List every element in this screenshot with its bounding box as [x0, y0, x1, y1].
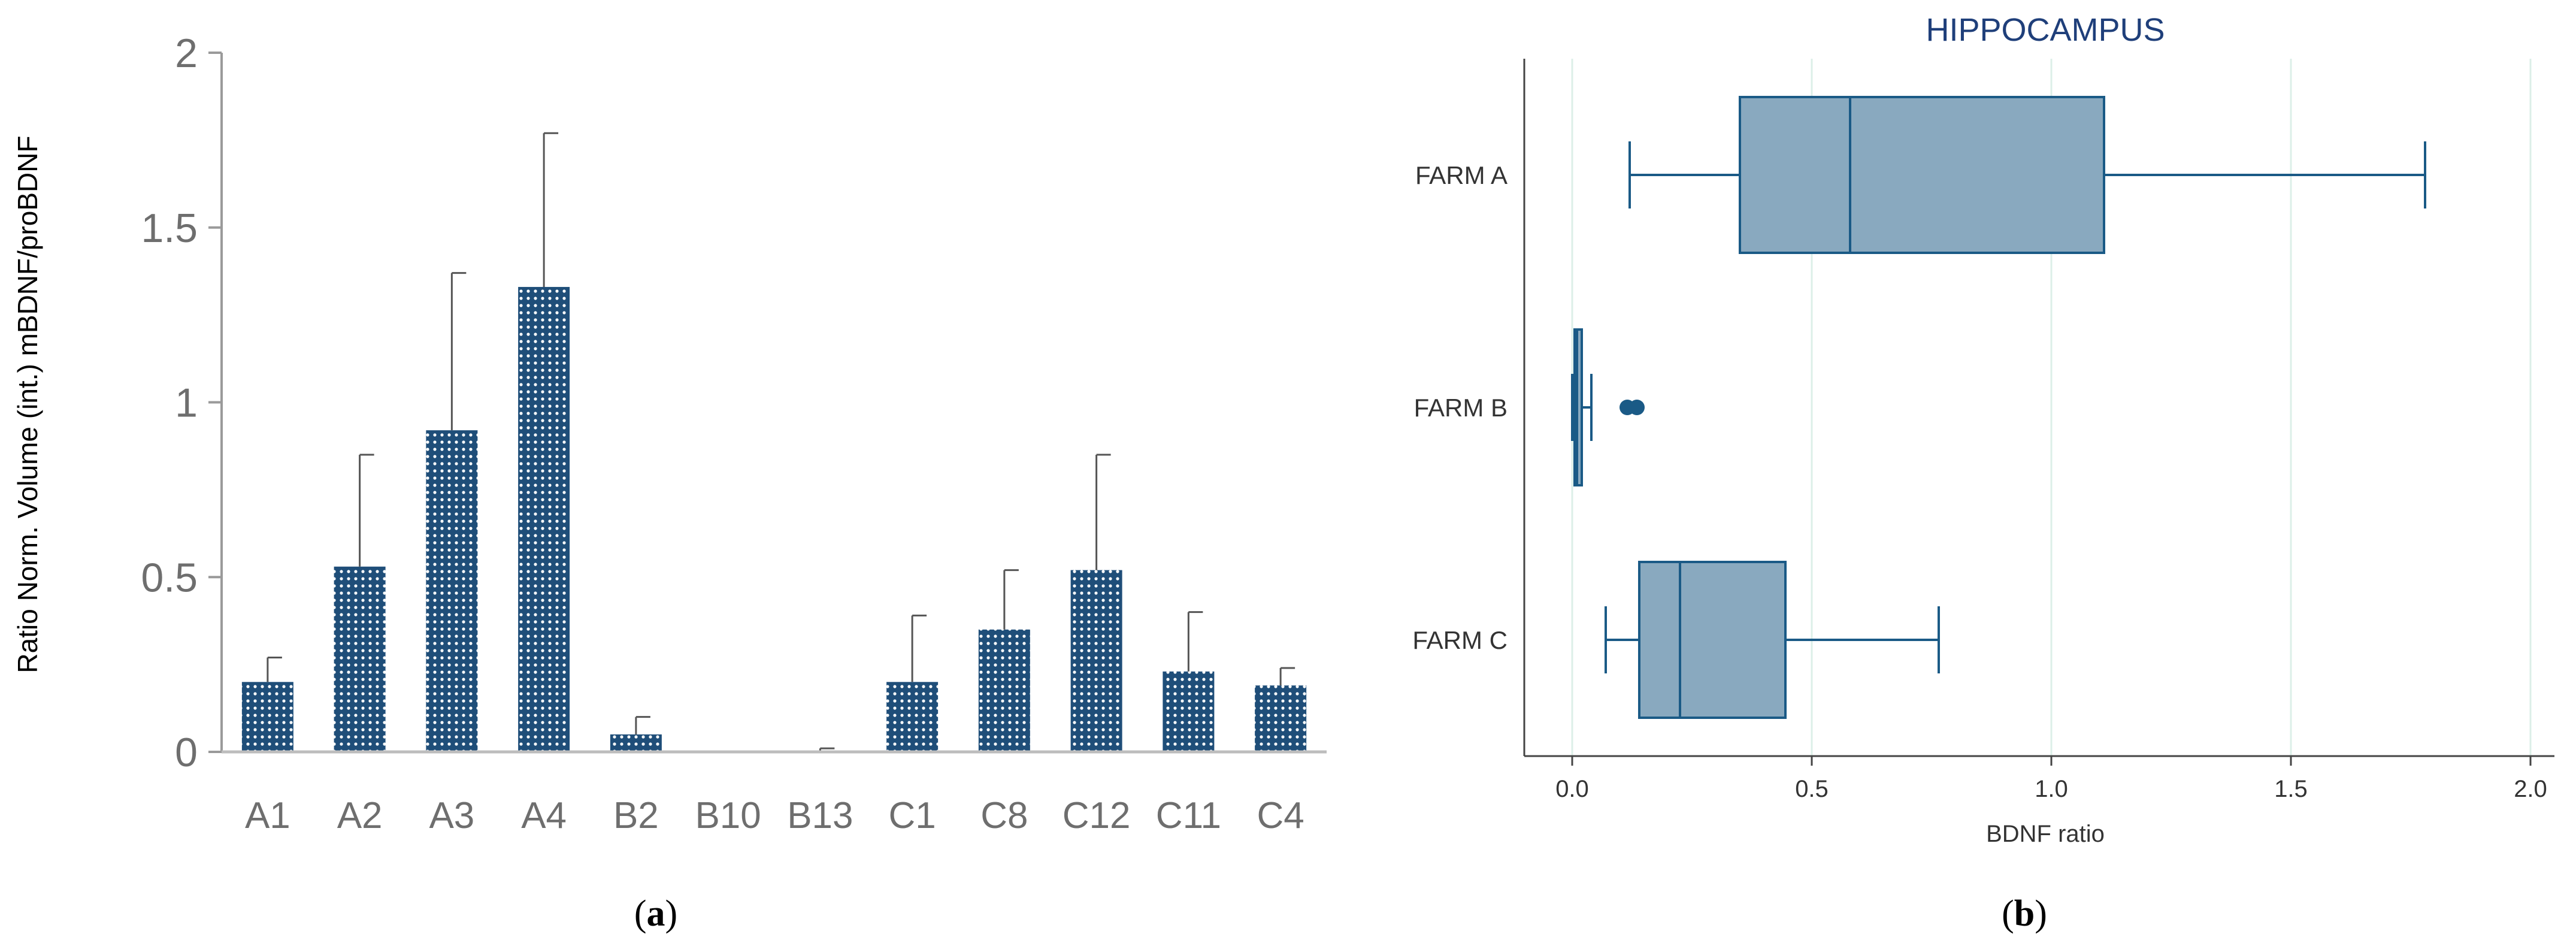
- a-y-tick-label: 2: [175, 31, 198, 76]
- b-x-tick-label: 1.0: [2035, 776, 2068, 802]
- b-group-labels: FARM A FARM B FARM C: [1412, 161, 1508, 654]
- a-x-tick-label: A3: [429, 795, 474, 836]
- a-x-tick-label: B2: [613, 795, 659, 836]
- a-bars: [241, 286, 1307, 752]
- b-x-tick-labels: 0.0 0.5 1.0 1.5 2.0: [1555, 776, 2547, 802]
- a-x-tick-label: A4: [521, 795, 567, 836]
- a-bar-C8: [978, 629, 1030, 752]
- a-y-axis-label: Ratio Norm. Volume (int.) mBDNF/proBDNF: [12, 135, 43, 673]
- a-x-tick-label: C1: [888, 795, 936, 836]
- b-axes: [1523, 59, 2554, 766]
- a-bar-A2: [334, 566, 386, 752]
- a-y-tick-labels: 0 0.5 1 1.5 2: [141, 31, 198, 775]
- b-title: HIPPOCAMPUS: [1926, 12, 2165, 48]
- a-y-tick-label: 0.5: [141, 555, 198, 600]
- b-group-label: FARM B: [1414, 394, 1508, 422]
- b-x-tick-label: 1.5: [2274, 776, 2308, 802]
- b-x-tick-label: 0.5: [1795, 776, 1829, 802]
- a-x-tick-label: C11: [1156, 795, 1221, 836]
- panel-a-bar-chart: 0 0.5 1 1.5 2 A1 A2 A3 A4 B2 B10 B13 C1 C8 C12 C11 C4 R…: [12, 31, 1327, 934]
- a-bar-C12: [1070, 570, 1122, 752]
- panel-a-label: (a): [634, 893, 677, 934]
- a-bar-B2: [610, 734, 662, 752]
- a-x-tick-label: B10: [695, 795, 761, 836]
- a-bar-A1: [241, 682, 293, 752]
- a-y-tick-label: 0: [175, 730, 198, 775]
- a-bar-A3: [426, 430, 478, 752]
- a-x-tick-label: C12: [1063, 795, 1131, 836]
- a-x-tick-labels: A1 A2 A3 A4 B2 B10 B13 C1 C8 C12 C11 C4: [245, 795, 1304, 836]
- b-outlier-farm-b: [1629, 400, 1645, 415]
- a-x-tick-label: C4: [1257, 795, 1304, 836]
- b-x-axis-label: BDNF ratio: [1986, 821, 2105, 847]
- a-bar-C1: [886, 682, 939, 752]
- panel-b-label: (b): [2002, 893, 2047, 934]
- b-box-farm-c: [1638, 561, 1787, 719]
- b-box-farm-a: [1739, 96, 2105, 254]
- b-group-label: FARM A: [1415, 161, 1508, 189]
- a-x-tick-label: A2: [337, 795, 383, 836]
- b-group-label: FARM C: [1412, 626, 1508, 654]
- a-bar-C4: [1255, 685, 1307, 752]
- a-y-tick-label: 1: [175, 380, 198, 426]
- a-error-bars: [267, 132, 1295, 752]
- b-x-tick-label: 0.0: [1555, 776, 1589, 802]
- b-boxes: [1571, 96, 2426, 719]
- a-x-tick-label: A1: [245, 795, 290, 836]
- panel-b-box-plot: HIPPOCAMPUS FARM A FARM B FARM C 0.0 0.5 1.0…: [1339, 0, 2576, 934]
- a-y-tick-label: 1.5: [141, 205, 198, 251]
- a-axes: [208, 52, 1327, 754]
- b-x-tick-label: 2.0: [2514, 776, 2547, 802]
- a-x-tick-label: B13: [787, 795, 853, 836]
- a-x-tick-label: C8: [980, 795, 1028, 836]
- a-bar-A4: [518, 286, 570, 752]
- a-bar-C11: [1163, 671, 1215, 752]
